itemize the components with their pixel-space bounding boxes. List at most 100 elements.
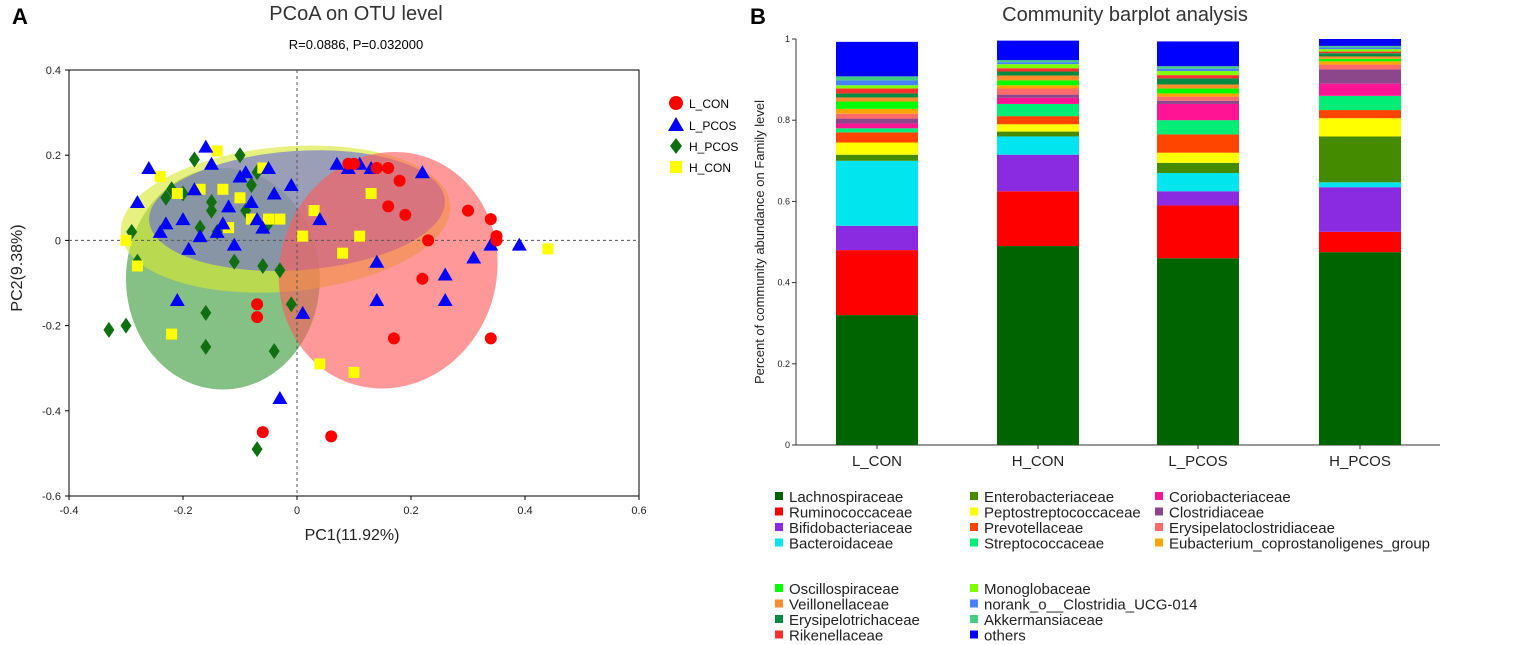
point-l-pcos	[437, 293, 453, 307]
legend-label-bacteroidaceae: Bacteroidaceae	[789, 536, 893, 553]
point-l-pcos	[249, 212, 265, 226]
pcoa-ellipses	[120, 145, 498, 390]
legend-marker-l-con	[669, 96, 683, 110]
bar-segment-h-con-monoglobaceae	[997, 64, 1079, 69]
legend-label-rikenellaceae: Rikenellaceae	[789, 628, 883, 645]
bar-segment-l-pcos-erysipelatoclostridiaceae	[1157, 96, 1239, 101]
bar-segment-l-con-monoglobaceae	[836, 85, 918, 89]
pcoa-frame: -0.4 -0.2 0 0.2 0.4 0.6 -0.6 -0.4 -0.2 0 0.2 0.4	[42, 65, 647, 517]
pcoa-title: PCoA on OTU level	[269, 3, 442, 25]
bar-segment-h-pcos-lachnospiraceae	[1319, 252, 1401, 445]
barplot-title: Community barplot analysis	[1002, 4, 1248, 26]
bar-segment-h-con-norank-o-clostridia-ucg-014	[997, 62, 1079, 65]
point-l-con	[490, 234, 503, 247]
legend-swatch-peptostreptococcaceae	[970, 507, 978, 516]
legend-swatch-oscillospiraceae	[775, 584, 783, 592]
point-l-pcos	[209, 224, 225, 238]
point-l-pcos	[181, 241, 197, 255]
bar-segment-h-con-enterobacteriaceae	[997, 131, 1079, 137]
bar-segment-l-pcos-ruminococcaceae	[1157, 205, 1239, 259]
pcoa-x-axis-label: PC1(11.92%)	[305, 527, 400, 544]
bar-segment-h-pcos-peptostreptococcaceae	[1319, 118, 1401, 137]
legend-label-ruminococcaceae: Ruminococcaceae	[789, 505, 912, 522]
bar-segment-l-pcos-others	[1157, 41, 1239, 67]
pcoa-y-tick-label: 0.4	[46, 65, 61, 77]
point-l-pcos	[243, 195, 259, 209]
bar-segment-h-pcos-akkermansiaceae	[1319, 45, 1401, 48]
point-l-con	[251, 311, 264, 324]
point-h-pcos	[245, 177, 257, 194]
point-h-pcos	[188, 151, 200, 168]
bar-segment-l-con-clostridiaceae	[836, 118, 918, 124]
bar-segment-l-pcos-clostridiaceae	[1157, 100, 1239, 104]
bar-segment-l-con-oscillospiraceae	[836, 101, 918, 109]
bar-segment-l-pcos-akkermansiaceae	[1157, 66, 1239, 69]
legend-swatch-bacteroidaceae	[775, 538, 783, 547]
bar-segment-h-pcos-erysipelatoclostridiaceae	[1319, 64, 1401, 70]
point-l-pcos	[283, 178, 299, 192]
bar-segment-l-con-lachnospiraceae	[836, 315, 918, 445]
point-h-con	[257, 162, 269, 174]
point-l-pcos	[312, 212, 328, 226]
point-h-con	[542, 243, 554, 255]
bar-segment-l-con-erysipelatoclostridiaceae	[836, 113, 918, 119]
point-h-con	[354, 230, 366, 242]
point-h-con	[348, 366, 360, 378]
legend-swatch-erysipelotrichaceae	[775, 615, 783, 623]
point-h-pcos	[194, 219, 206, 236]
panel-b-letter: B	[750, 4, 766, 29]
bar-segment-l-con-akkermansiaceae	[836, 76, 918, 81]
point-h-pcos	[285, 296, 297, 313]
point-h-pcos	[200, 338, 212, 355]
bar-segment-h-con-eubacterium-coprostanoligenes-group	[997, 85, 1079, 89]
legend-label-clostridiaceae: Clostridiaceae	[1169, 505, 1264, 522]
bar-segment-l-pcos-bacteroidaceae	[1157, 172, 1239, 192]
point-h-pcos	[257, 257, 269, 274]
pcoa-y-tick-label: -0.4	[42, 406, 61, 418]
point-l-pcos	[215, 216, 231, 230]
point-h-con	[154, 171, 166, 182]
bar-segment-l-con-bacteroidaceae	[836, 160, 918, 226]
legend-marker-l-pcos	[668, 117, 684, 131]
legend-label-prevotellaceae: Prevotellaceae	[984, 520, 1083, 537]
point-h-con	[245, 213, 257, 225]
bar-segment-l-con-eubacterium-coprostanoligenes-group	[836, 108, 918, 114]
point-l-pcos	[158, 216, 174, 230]
bar-segment-l-con-erysipelotrichaceae	[836, 93, 918, 98]
point-h-pcos	[103, 321, 115, 338]
barplot-category-label-h-con: H_CON	[1012, 453, 1065, 470]
legend-label-h-con: H_CON	[689, 161, 731, 175]
bar-segment-h-pcos-erysipelotrichaceae	[1319, 53, 1401, 57]
point-l-pcos	[226, 237, 242, 251]
point-l-pcos	[238, 165, 254, 179]
legend-swatch-others	[970, 630, 978, 639]
barplot-y-axis-label: Percent of community abundance on Family…	[752, 100, 767, 384]
bar-segment-l-pcos-enterobacteriaceae	[1157, 162, 1239, 173]
pcoa-y-tick-label: -0.6	[42, 491, 61, 503]
point-h-con	[120, 234, 132, 246]
bar-segment-h-con-streptococcaceae	[997, 103, 1079, 117]
point-h-con	[314, 358, 326, 370]
legend-label-eubacterium-coprostanoligenes-group: Eubacterium_coprostanoligenes_group	[1169, 536, 1430, 553]
bar-segment-h-pcos-veillonellaceae	[1319, 56, 1401, 59]
confidence-ellipse-l-con	[278, 151, 498, 389]
bar-segment-l-con-peptostreptococcaceae	[836, 142, 918, 155]
bar-segment-l-pcos-eubacterium-coprostanoligenes-group	[1157, 93, 1239, 97]
bar-segment-h-con-oscillospiraceae	[997, 80, 1079, 86]
bar-segment-h-con-erysipelotrichaceae	[997, 71, 1079, 76]
bar-segment-h-con-clostridiaceae	[997, 94, 1079, 98]
pcoa-subtitle: R=0.0886, P=0.032000	[289, 37, 423, 52]
point-l-con	[393, 174, 406, 187]
bar-segment-l-con-veillonellaceae	[836, 97, 918, 102]
bar-segment-l-pcos-lachnospiraceae	[1157, 258, 1239, 445]
point-l-pcos	[266, 186, 282, 200]
point-h-con	[308, 205, 320, 217]
bar-segment-l-pcos-coriobacteriaceae	[1157, 103, 1239, 121]
bar-segment-h-pcos-others	[1319, 39, 1401, 46]
bar-segment-h-con-rikenellaceae	[997, 68, 1079, 72]
legend-label-enterobacteriaceae: Enterobacteriaceae	[984, 489, 1114, 506]
point-l-con	[348, 157, 360, 170]
point-l-pcos	[329, 156, 345, 170]
bar-segment-l-con-ruminococcaceae	[836, 250, 918, 316]
